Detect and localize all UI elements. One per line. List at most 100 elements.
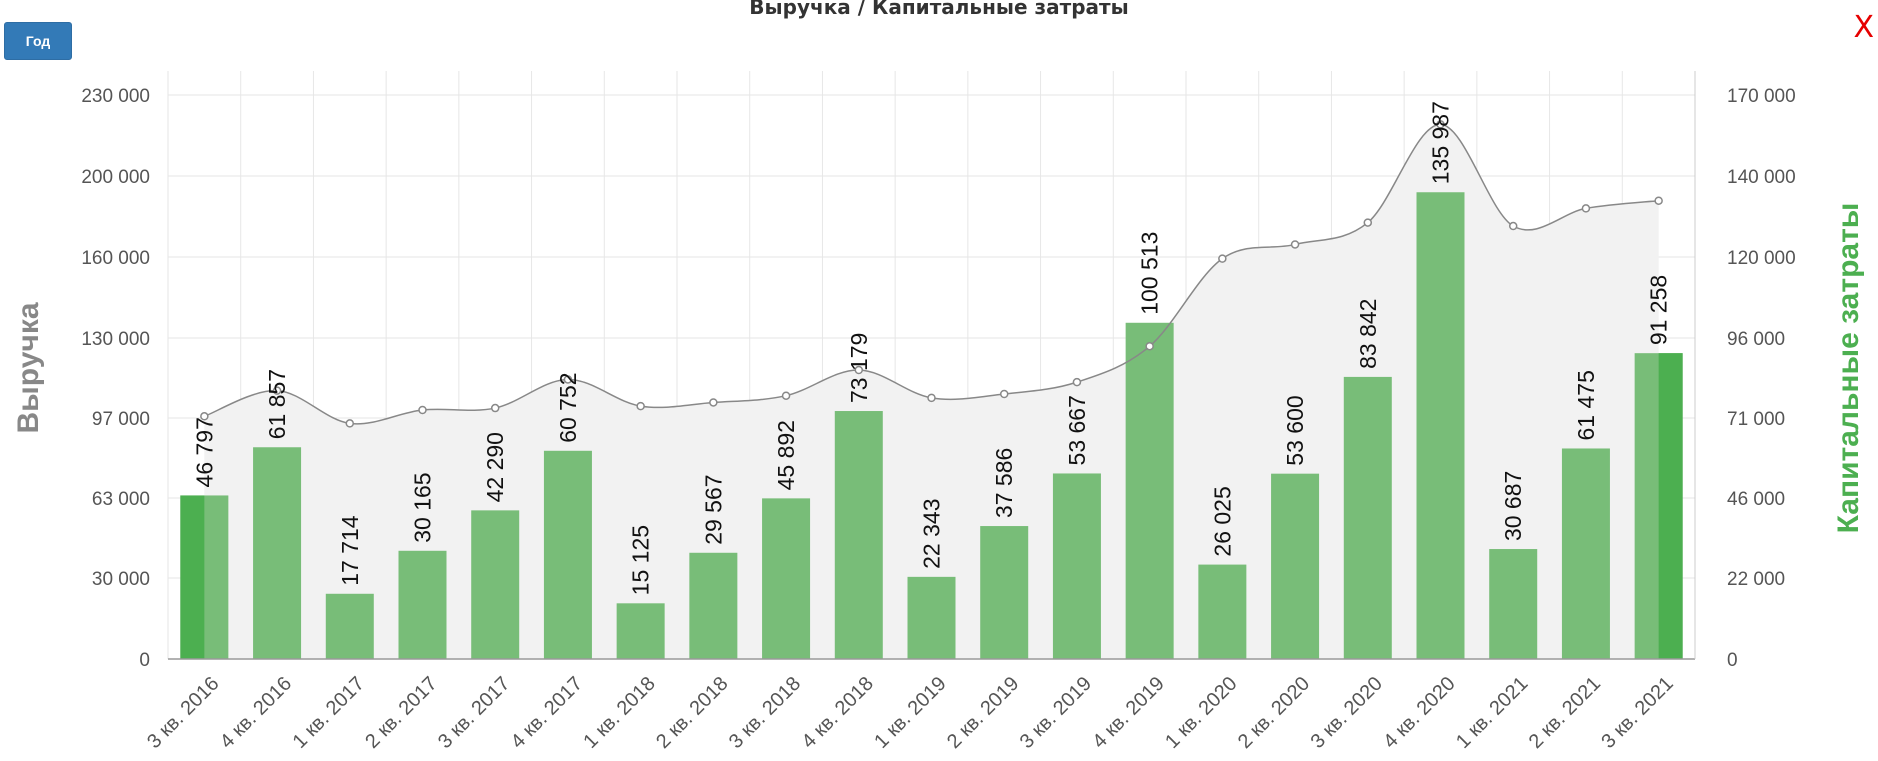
x-tick-label: 4 кв. 2016 (216, 673, 296, 753)
revenue-point[interactable] (1145, 341, 1154, 351)
capex-bar[interactable] (471, 510, 520, 659)
capex-data-label: 91 258 (1646, 275, 1672, 345)
capex-bar[interactable] (980, 526, 1029, 659)
revenue-point[interactable] (1581, 204, 1591, 213)
revenue-point[interactable] (1654, 196, 1663, 205)
x-tick-label: 1 кв. 2017 (289, 673, 369, 753)
revenue-point[interactable] (345, 419, 355, 428)
x-tick-label: 3 кв. 2016 (143, 673, 223, 753)
capex-bar[interactable] (834, 411, 883, 659)
capex-data-label: 42 290 (482, 432, 508, 502)
capex-bar[interactable] (1271, 473, 1320, 659)
revenue-point[interactable] (490, 403, 500, 413)
revenue-point[interactable] (1290, 240, 1300, 249)
capex-bar[interactable] (325, 593, 374, 659)
revenue-line-path (204, 123, 1659, 425)
capex-data-label: 61 857 (264, 369, 290, 439)
x-tick-label: 3 кв. 2019 (1016, 673, 1096, 753)
revenue-point[interactable] (636, 401, 645, 411)
capex-bar[interactable] (1198, 564, 1247, 659)
left-tick-label: 63 000 (92, 489, 150, 510)
capex-bar-highlight (180, 495, 205, 659)
capex-data-label: 30 687 (1500, 471, 1526, 541)
revenue-point[interactable] (200, 412, 209, 421)
revenue-point[interactable] (1436, 120, 1445, 129)
capex-bar[interactable] (1561, 448, 1610, 659)
revenue-point[interactable] (418, 405, 427, 415)
revenue-point[interactable] (272, 386, 282, 395)
x-tick-label: 4 кв. 2019 (1088, 673, 1168, 753)
revenue-point[interactable] (927, 393, 936, 403)
capex-bar[interactable] (762, 498, 811, 659)
capex-data-label: 61 475 (1573, 370, 1599, 440)
capex-bar[interactable] (616, 603, 665, 659)
left-tick-label: 0 (139, 650, 150, 671)
left-axis-labels: 0 30 000 63 000 97 000 130 000 160 000 200 000… (81, 86, 150, 671)
x-tick-label: 2 кв. 2021 (1525, 673, 1605, 753)
revenue-point[interactable] (1072, 377, 1082, 387)
right-axis-title: Капитальные затраты (1832, 203, 1865, 534)
capex-bar[interactable] (907, 576, 956, 659)
revenue-point[interactable] (709, 398, 718, 407)
x-tick-label: 3 кв. 2020 (1307, 673, 1387, 753)
period-year-button[interactable]: Год (4, 22, 72, 60)
close-icon[interactable]: X (1853, 10, 1874, 45)
capex-data-label: 46 797 (191, 417, 217, 487)
capex-bar[interactable] (1343, 376, 1392, 659)
capex-bar[interactable] (689, 552, 738, 659)
left-tick-label: 30 000 (92, 569, 150, 590)
x-tick-label: 2 кв. 2017 (361, 673, 441, 753)
x-tick-label: 1 кв. 2019 (870, 673, 950, 753)
capex-data-label: 37 586 (991, 448, 1017, 518)
capex-bar[interactable] (398, 550, 447, 659)
left-tick-label: 97 000 (92, 409, 150, 430)
x-tick-label: 4 кв. 2018 (798, 673, 878, 753)
revenue-point[interactable] (563, 375, 573, 384)
chart-axes (168, 71, 1696, 660)
left-tick-label: 160 000 (81, 248, 150, 269)
capex-bar[interactable] (1052, 473, 1101, 659)
revenue-point[interactable] (781, 391, 791, 400)
left-axis-title: Выручка (12, 302, 45, 433)
revenue-point[interactable] (854, 365, 864, 375)
x-tick-label: 4 кв. 2020 (1379, 673, 1459, 753)
capex-data-label: 30 165 (410, 472, 436, 542)
x-tick-label: 3 кв. 2018 (725, 673, 805, 753)
right-axis-labels: 0 22 000 46 000 71 000 96 000 120 000 140 000 1… (1727, 86, 1796, 671)
capex-bar[interactable] (253, 447, 302, 659)
capex-data-label: 100 513 (1137, 232, 1163, 315)
x-tick-label: 4 кв. 2017 (507, 673, 587, 753)
revenue-point[interactable] (1218, 254, 1227, 263)
capex-bars (180, 192, 1683, 659)
revenue-line (200, 120, 1663, 428)
x-tick-label: 1 кв. 2020 (1161, 673, 1241, 753)
capex-bar[interactable] (543, 450, 592, 659)
capex-data-label: 53 600 (1282, 395, 1308, 465)
right-tick-label: 71 000 (1727, 409, 1785, 430)
revenue-point[interactable] (1508, 221, 1518, 231)
capex-data-labels: 46 797 61 857 17 714 30 165 42 290 60 752 15 1… (191, 101, 1671, 595)
x-tick-label: 1 кв. 2018 (579, 673, 659, 753)
capex-bar[interactable] (1489, 549, 1538, 659)
left-tick-label: 200 000 (81, 167, 150, 188)
capex-data-label: 60 752 (555, 372, 581, 442)
capex-data-label: 53 667 (1064, 395, 1090, 465)
revenue-point[interactable] (999, 389, 1009, 399)
capex-data-label: 73 179 (846, 333, 872, 403)
left-tick-label: 230 000 (81, 86, 150, 107)
left-tick-label: 130 000 (81, 329, 150, 350)
capex-bar[interactable] (1125, 322, 1174, 659)
capex-data-label: 29 567 (700, 474, 726, 544)
right-tick-label: 120 000 (1727, 248, 1796, 269)
x-tick-label: 3 кв. 2017 (434, 673, 514, 753)
capex-data-label: 135 987 (1428, 101, 1454, 184)
right-tick-label: 170 000 (1727, 86, 1796, 107)
revenue-point[interactable] (1363, 218, 1373, 227)
capex-bar-highlight (1658, 353, 1683, 659)
capex-data-label: 22 343 (919, 498, 945, 568)
capex-data-label: 15 125 (628, 525, 654, 595)
capex-bar[interactable] (1416, 192, 1465, 659)
x-tick-label: 2 кв. 2020 (1234, 673, 1314, 753)
